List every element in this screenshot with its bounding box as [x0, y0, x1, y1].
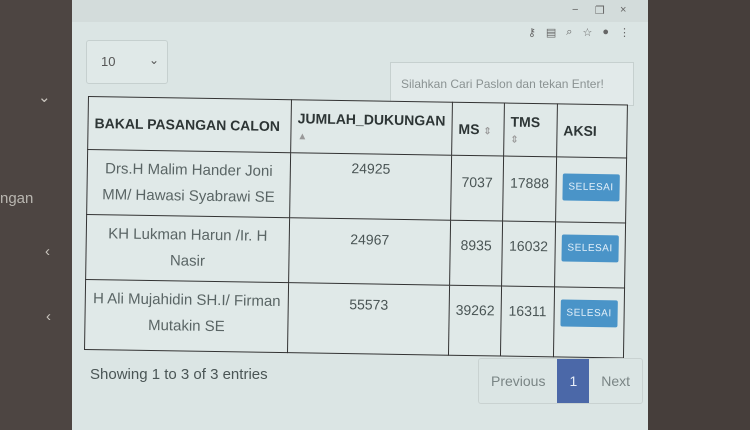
- search-placeholder: Silahkan Cari Paslon dan tekan Enter!: [401, 77, 604, 91]
- column-header-tms[interactable]: TMS ⇕: [503, 103, 558, 157]
- sidebar-item-label[interactable]: ngan: [0, 190, 34, 207]
- selesai-button[interactable]: SELESAI: [561, 234, 619, 263]
- tms-value: 17888: [502, 156, 557, 222]
- table-info: Showing 1 to 3 of 3 entries: [90, 366, 268, 383]
- zoom-icon[interactable]: ⌕: [566, 26, 573, 38]
- tms-value: 16311: [500, 286, 555, 357]
- selesai-button[interactable]: SELESAI: [560, 299, 618, 328]
- minimize-button[interactable]: −: [572, 4, 579, 16]
- key-icon[interactable]: ⚷: [527, 27, 536, 39]
- star-icon[interactable]: ☆: [582, 27, 593, 39]
- table-row: KH Lukman Harun /Ir. H Nasir 24967 8935 …: [85, 214, 626, 288]
- jumlah-dukungan: 24925: [289, 152, 452, 221]
- sort-icon: ⇕: [510, 134, 519, 146]
- table-row: Drs.H Malim Hander Joni MM/ Hawasi Syabr…: [86, 149, 627, 223]
- tms-value: 16032: [501, 221, 556, 287]
- window-titlebar: − ❐ ×: [72, 0, 648, 22]
- chevron-left-icon[interactable]: ‹: [45, 243, 50, 260]
- column-header-jumlah[interactable]: JUMLAH_DUKUNGAN ▲: [290, 99, 453, 156]
- candidate-name: Drs.H Malim Hander Joni MM/ Hawasi Syabr…: [86, 149, 291, 218]
- page-1-button[interactable]: 1: [557, 359, 590, 403]
- candidates-table: BAKAL PASANGAN CALON JUMLAH_DUKUNGAN ▲ M…: [84, 96, 628, 359]
- column-header-aksi: AKSI: [556, 103, 628, 158]
- background: [648, 0, 750, 430]
- column-header-name[interactable]: BAKAL PASANGAN CALON: [87, 96, 292, 153]
- candidate-name: H Ali Mujahidin SH.I/ Firman Mutakin SE: [84, 279, 289, 353]
- close-button[interactable]: ×: [620, 4, 627, 16]
- length-value: 10: [101, 54, 116, 69]
- menu-icon[interactable]: ⋮: [619, 27, 630, 39]
- ms-value: 39262: [448, 285, 502, 357]
- search-input[interactable]: Silahkan Cari Paslon dan tekan Enter!: [390, 62, 634, 106]
- entries-length-select[interactable]: 10 ⌄: [86, 40, 168, 84]
- table-header-row: BAKAL PASANGAN CALON JUMLAH_DUKUNGAN ▲ M…: [87, 96, 628, 158]
- chevron-down-icon: ⌄: [148, 53, 159, 67]
- table-row: H Ali Mujahidin SH.I/ Firman Mutakin SE …: [84, 279, 625, 358]
- previous-button[interactable]: Previous: [491, 373, 546, 389]
- selesai-button[interactable]: SELESAI: [562, 173, 620, 202]
- chevron-down-icon[interactable]: ⌄: [38, 89, 51, 106]
- ms-value: 7037: [450, 155, 504, 222]
- chevron-left-icon[interactable]: ‹: [46, 308, 51, 325]
- jumlah-dukungan: 55573: [287, 282, 450, 356]
- pagination: Previous 1 Next: [478, 358, 644, 404]
- sort-icon: ⇕: [483, 126, 492, 138]
- main-panel: − ❐ × ⚷ ▤ ⌕ ☆ ● ⋮ 10 ⌄ Silahkan Cari Pas…: [72, 0, 648, 430]
- column-header-ms[interactable]: MS ⇕: [451, 102, 505, 157]
- candidate-name: KH Lukman Harun /Ir. H Nasir: [85, 214, 290, 283]
- sidebar: ⌄ ngan ‹ ‹: [0, 0, 72, 430]
- translate-icon[interactable]: ▤: [545, 27, 557, 39]
- browser-toolbar: ⚷ ▤ ⌕ ☆ ● ⋮: [528, 26, 630, 39]
- next-button[interactable]: Next: [601, 373, 631, 389]
- sort-asc-icon: ▲: [297, 131, 308, 143]
- account-icon[interactable]: ●: [602, 26, 609, 38]
- restore-button[interactable]: ❐: [595, 5, 605, 17]
- ms-value: 8935: [449, 220, 503, 287]
- jumlah-dukungan: 24967: [288, 217, 451, 286]
